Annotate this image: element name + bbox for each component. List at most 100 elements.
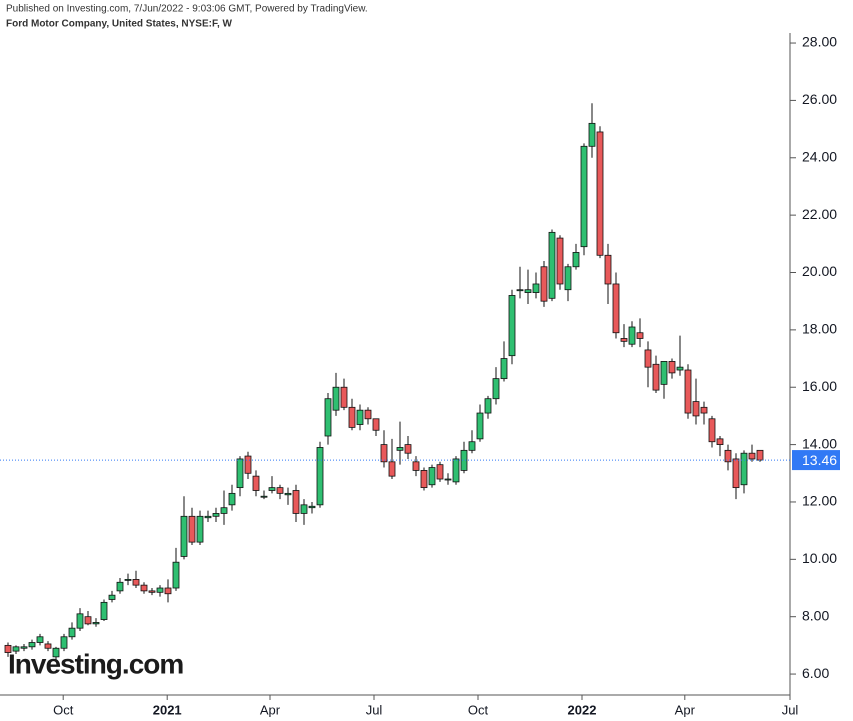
candle-body	[508, 295, 516, 357]
candle-body	[652, 363, 660, 391]
candle-body	[700, 406, 708, 414]
candle-body	[324, 398, 332, 437]
candle-body	[164, 587, 172, 595]
y-tick-label: 6.00	[802, 665, 829, 681]
candle-body	[140, 584, 148, 592]
x-tick-label: Jul	[366, 702, 383, 717]
candle-body	[468, 441, 476, 451]
y-tick-label: 10.00	[802, 550, 837, 566]
x-tick-label: Apr	[260, 702, 281, 717]
candle-body	[12, 646, 20, 652]
candle-body	[60, 636, 68, 649]
candle-body	[220, 507, 228, 514]
candle-body	[692, 401, 700, 417]
candle-body	[620, 338, 628, 342]
candle-body	[148, 590, 156, 593]
candle-body	[452, 458, 460, 483]
candle-body	[68, 627, 76, 638]
candle-body	[556, 237, 564, 285]
candle-body	[660, 361, 668, 385]
candle-body	[444, 478, 452, 481]
candle-body	[116, 581, 124, 592]
candle-body	[108, 594, 116, 600]
candle-body	[92, 622, 100, 625]
candle-body	[4, 644, 12, 653]
published-note: Published on Investing.com, 7/Jun/2022 -…	[6, 4, 368, 15]
candle-body	[532, 283, 540, 293]
x-tick-label: Oct	[468, 702, 489, 717]
x-tick-label: Apr	[675, 702, 696, 717]
candle-body	[20, 646, 28, 649]
candle-body	[332, 386, 340, 411]
y-tick-label: 12.00	[802, 493, 837, 509]
y-tick-label: 20.00	[802, 263, 837, 279]
candle-body	[212, 513, 220, 517]
candle-body	[252, 475, 260, 491]
y-tick-label: 28.00	[802, 34, 837, 50]
candle-body	[500, 358, 508, 380]
candle-body	[588, 122, 596, 147]
candle-body	[36, 636, 44, 643]
candle-body	[492, 378, 500, 400]
candle-body	[748, 452, 756, 460]
candle-body	[732, 458, 740, 489]
x-tick-label: 2022	[568, 702, 597, 717]
candle-body	[388, 461, 396, 477]
candle-body	[612, 283, 620, 334]
y-tick-label: 26.00	[802, 91, 837, 107]
candle-body	[364, 409, 372, 420]
y-tick-label: 14.00	[802, 435, 837, 451]
candle-body	[572, 252, 580, 268]
candle-body	[228, 492, 236, 506]
candle-body	[484, 398, 492, 414]
candle-body	[724, 449, 732, 463]
candle-body	[180, 515, 188, 557]
candle-body	[516, 289, 524, 292]
candle-body	[396, 447, 404, 451]
candle-body	[428, 467, 436, 486]
candle-body	[524, 289, 532, 293]
candle-body	[756, 449, 764, 461]
candle-body	[628, 326, 636, 345]
candle-body	[380, 444, 388, 463]
candle-body	[124, 579, 132, 581]
candle-body	[84, 616, 92, 625]
candle-body	[196, 515, 204, 543]
candle-body	[372, 418, 380, 431]
candle-body	[580, 145, 588, 248]
y-tick-label: 16.00	[802, 378, 837, 394]
candle-body	[52, 647, 60, 658]
candle-body	[716, 438, 724, 445]
candle-body	[316, 447, 324, 506]
candle-body	[76, 613, 84, 629]
candle-body	[460, 449, 468, 471]
candle-body	[260, 495, 268, 498]
candle-body	[412, 461, 420, 471]
candle-body	[268, 487, 276, 491]
candle-body	[132, 579, 140, 586]
candle-body	[356, 409, 364, 425]
candle-body	[404, 444, 412, 454]
candle-body	[708, 418, 716, 443]
candle-body	[436, 464, 444, 480]
candle-body	[676, 366, 684, 371]
logo: Investing.com	[8, 648, 183, 679]
candle-body	[292, 490, 300, 514]
x-tick-label: Oct	[53, 702, 74, 717]
x-tick-label: Jul	[782, 702, 799, 717]
candle-body	[276, 487, 284, 494]
candle-body	[156, 587, 164, 593]
candle-body	[284, 492, 292, 496]
candle-body	[420, 470, 428, 489]
candle-body	[740, 452, 748, 486]
candle-body	[188, 515, 196, 543]
plot	[4, 103, 764, 660]
y-tick-label: 18.00	[802, 321, 837, 337]
candle-body	[540, 266, 548, 302]
y-tick-label: 22.00	[802, 206, 837, 222]
y-tick-label: 8.00	[802, 607, 829, 623]
candle-body	[308, 505, 316, 509]
symbol-title: Ford Motor Company, United States, NYSE:…	[6, 19, 232, 30]
candle-body	[28, 642, 36, 648]
candle-body	[476, 412, 484, 440]
